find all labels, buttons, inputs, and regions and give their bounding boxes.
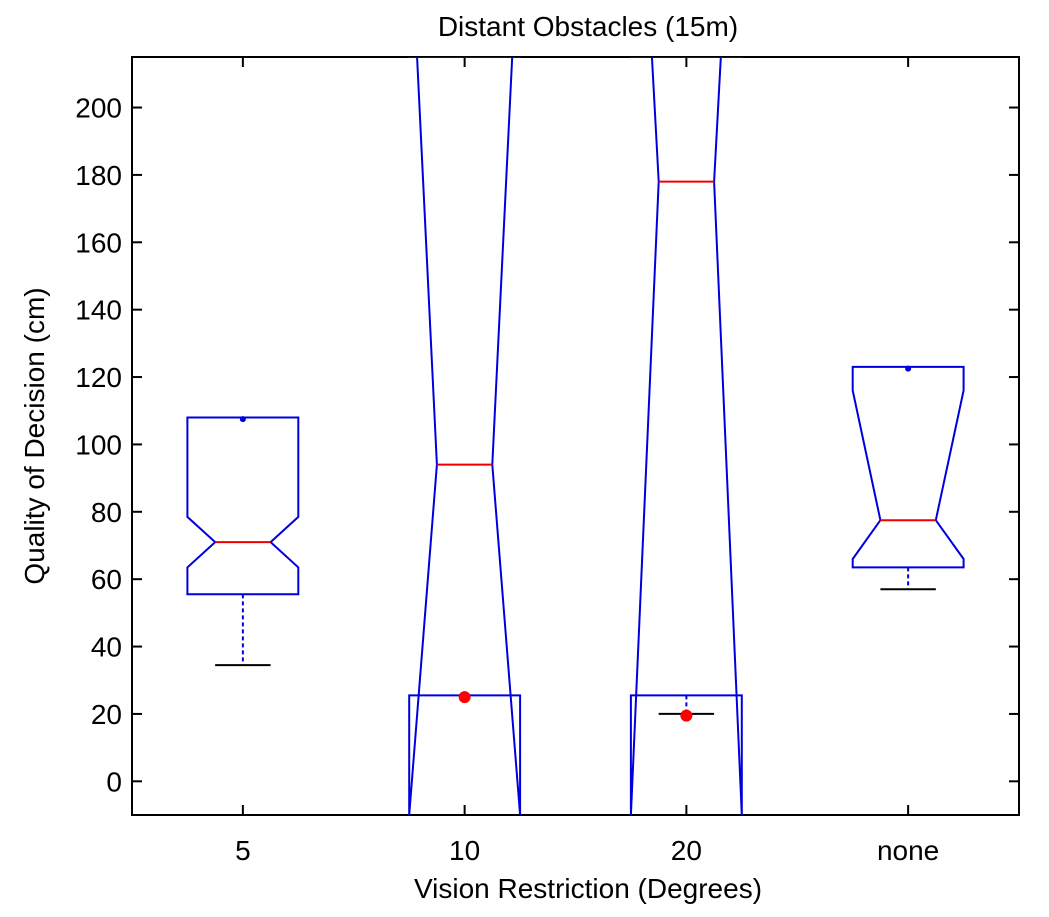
mean-marker bbox=[239, 416, 246, 423]
y-tick-label: 80 bbox=[91, 497, 122, 528]
outlier-point bbox=[680, 709, 693, 722]
x-axis-label: Vision Restriction (Degrees) bbox=[414, 873, 762, 904]
box-20 bbox=[629, 57, 743, 815]
box-body bbox=[851, 365, 965, 569]
box-10 bbox=[408, 57, 522, 815]
y-tick-label: 200 bbox=[75, 93, 122, 124]
box-body bbox=[186, 416, 300, 596]
chart-title: Distant Obstacles (15m) bbox=[438, 11, 738, 42]
x-axis: 5 10 20 none bbox=[235, 57, 939, 866]
y-axis-label: Quality of Decision (cm) bbox=[19, 287, 50, 584]
box-body bbox=[408, 57, 522, 815]
y-axis: 0 20 40 60 80 100 120 140 160 180 200 bbox=[75, 93, 1019, 797]
boxes-group bbox=[186, 57, 965, 815]
plot-area-frame bbox=[131, 56, 1020, 816]
y-tick-label: 140 bbox=[75, 295, 122, 326]
y-tick-label: 20 bbox=[91, 699, 122, 730]
y-tick-label: 60 bbox=[91, 564, 122, 595]
y-tick-label: 120 bbox=[75, 362, 122, 393]
outlier-point bbox=[458, 691, 471, 704]
y-tick-label: 40 bbox=[91, 632, 122, 663]
x-tick-label: 10 bbox=[449, 835, 480, 866]
x-tick-label: 5 bbox=[235, 835, 251, 866]
x-tick-label: 20 bbox=[671, 835, 702, 866]
mean-marker bbox=[905, 365, 912, 372]
y-tick-label: 180 bbox=[75, 160, 122, 191]
box-5 bbox=[186, 416, 300, 667]
y-tick-label: 100 bbox=[75, 429, 122, 460]
y-tick-label: 160 bbox=[75, 227, 122, 258]
y-tick-label: 0 bbox=[106, 766, 122, 797]
box-body bbox=[629, 57, 743, 815]
box-none bbox=[851, 365, 965, 591]
x-tick-label: none bbox=[877, 835, 939, 866]
